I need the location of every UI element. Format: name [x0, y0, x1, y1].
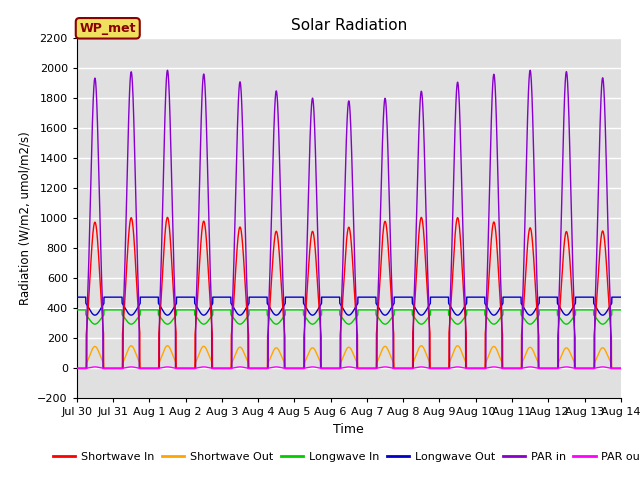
Y-axis label: Radiation (W/m2, umol/m2/s): Radiation (W/m2, umol/m2/s) [19, 132, 32, 305]
Title: Solar Radiation: Solar Radiation [291, 18, 407, 33]
Legend: Shortwave In, Shortwave Out, Longwave In, Longwave Out, PAR in, PAR out: Shortwave In, Shortwave Out, Longwave In… [49, 447, 640, 466]
X-axis label: Time: Time [333, 423, 364, 436]
Text: WP_met: WP_met [79, 22, 136, 35]
